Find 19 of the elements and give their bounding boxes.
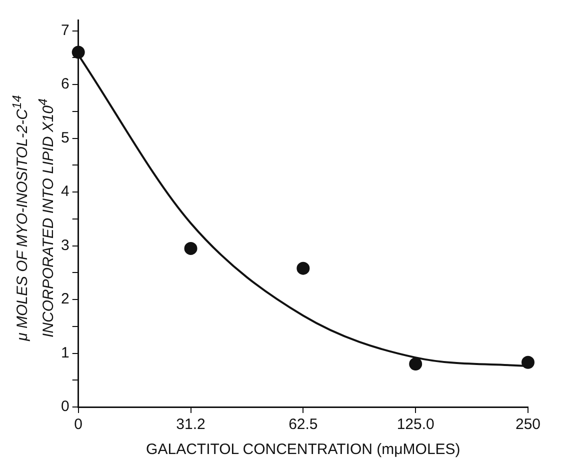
y-tick-label: 7 [61,22,70,39]
y-tick-label: 5 [61,129,70,146]
x-axis-title: GALACTITOL CONCENTRATION (mμMOLES) [146,441,460,458]
x-tick-label: 31.2 [176,416,206,434]
point [522,356,534,369]
point [409,358,422,370]
x-tick-label: 0 [74,416,83,434]
point [184,242,198,255]
point [296,262,310,275]
x-tick-label: 125.0 [396,416,434,434]
x-tick-label: 62.5 [288,416,318,434]
y-tick-label: 0 [61,398,70,416]
y-tick-label: 4 [61,183,70,200]
y-tick-label: 2 [61,290,70,308]
y-tick-label: 1 [61,344,70,362]
point [72,46,85,59]
y-tick-label: 3 [61,236,70,254]
y-tick-label: 6 [61,76,70,93]
x-tick-label: 250 [515,416,541,434]
